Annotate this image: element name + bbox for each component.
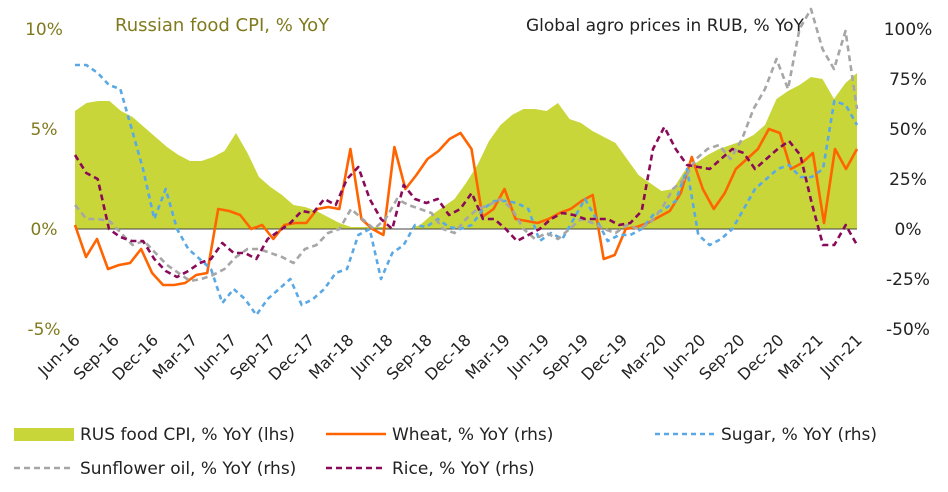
legend-item: Rice, % YoY (rhs)	[326, 459, 535, 479]
legend-swatch	[14, 428, 74, 441]
legend-label: RUS food CPI, % YoY (lhs)	[80, 425, 295, 445]
lines-layer	[73, 7, 859, 317]
left-tick-label: -5%	[27, 320, 60, 340]
legend-label: Rice, % YoY (rhs)	[392, 459, 535, 479]
right-tick-label: 25%	[889, 170, 927, 190]
left-axis-title: Russian food CPI, % YoY	[115, 15, 330, 36]
legend-label: Sugar, % YoY (rhs)	[721, 425, 877, 445]
legend: RUS food CPI, % YoY (lhs) Wheat, % YoY (r…	[14, 425, 877, 479]
legend-label: Sunflower oil, % YoY (rhs)	[80, 459, 296, 479]
right-tick-label: 0%	[895, 220, 922, 240]
legend-label: Wheat, % YoY (rhs)	[392, 425, 553, 445]
x-tick-label: Jun-21	[816, 330, 866, 380]
right-tick-label: 50%	[889, 120, 927, 140]
legend-item: Wheat, % YoY (rhs)	[326, 425, 553, 445]
series-line-4	[73, 125, 859, 279]
left-axis-ticks: -5% 0% 5% 10%	[25, 20, 63, 340]
series-line-3	[73, 7, 859, 283]
legend-item: Sunflower oil, % YoY (rhs)	[14, 459, 296, 479]
x-axis-ticks: Jun-16Sep-16Dec-16Mar-17Jun-17Sep-17Dec-…	[34, 330, 866, 384]
left-tick-label: 0%	[31, 220, 58, 240]
left-tick-label: 10%	[25, 20, 63, 40]
right-axis-title: Global agro prices in RUB, % YoY	[526, 16, 805, 36]
legend-item: Sugar, % YoY (rhs)	[655, 425, 877, 445]
series-line-1	[73, 127, 859, 287]
right-tick-label: 75%	[889, 70, 927, 90]
legend-item: RUS food CPI, % YoY (lhs)	[14, 425, 295, 445]
left-tick-label: 5%	[31, 120, 58, 140]
right-tick-label: 100%	[884, 20, 933, 40]
area-layer	[75, 73, 857, 229]
series-area-rus-food-cpi	[75, 73, 857, 229]
right-axis-ticks: -50% -25% 0% 25% 50% 75% 100%	[884, 20, 933, 340]
right-tick-label: -50%	[886, 320, 930, 340]
right-tick-label: -25%	[886, 270, 930, 290]
series-line-2	[75, 63, 859, 317]
